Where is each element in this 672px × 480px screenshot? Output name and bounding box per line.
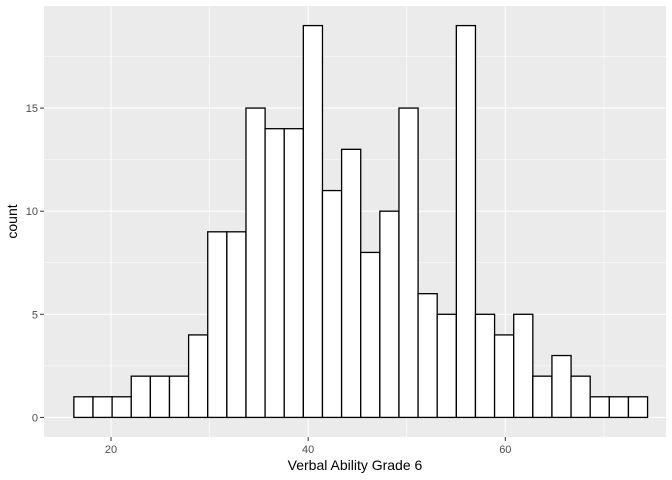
histogram-bar xyxy=(570,375,591,419)
histogram-bar xyxy=(608,396,630,419)
histogram-bar xyxy=(379,210,400,419)
histogram-bar xyxy=(226,231,247,419)
x-axis: 20 40 60 xyxy=(105,437,511,456)
histogram-bar xyxy=(73,396,94,419)
histogram-bar xyxy=(149,375,171,419)
x-axis-title: Verbal Ability Grade 6 xyxy=(288,457,423,473)
y-axis-title: count xyxy=(4,204,20,238)
y-tick-label: 10 xyxy=(26,206,38,218)
histogram-bar xyxy=(245,107,266,419)
histogram-bar xyxy=(493,334,515,419)
histogram-bar xyxy=(321,189,343,419)
histogram-bar xyxy=(627,396,649,419)
histogram-bar xyxy=(92,396,113,419)
histogram-bar xyxy=(532,375,553,419)
histogram-bar xyxy=(398,107,419,419)
histogram-bar xyxy=(455,24,477,419)
y-tick-label: 15 xyxy=(26,103,38,115)
histogram-bar xyxy=(302,24,324,419)
histogram-bar xyxy=(187,334,209,419)
histogram-bar xyxy=(168,375,190,419)
histogram-bar xyxy=(417,293,438,419)
histogram-bar xyxy=(589,396,610,419)
x-tick-label: 40 xyxy=(302,444,314,456)
histogram-bar xyxy=(360,251,381,419)
y-tick-label: 0 xyxy=(32,412,38,424)
histogram-bar xyxy=(340,148,362,419)
y-axis: 0 5 10 15 xyxy=(26,103,44,424)
histogram-bar xyxy=(474,313,496,419)
y-tick-label: 5 xyxy=(32,309,38,321)
x-tick-label: 20 xyxy=(105,444,117,456)
histogram-bar xyxy=(283,128,304,419)
histogram-bar xyxy=(207,231,228,419)
histogram-bars xyxy=(73,24,649,419)
histogram-bar xyxy=(513,313,534,419)
histogram-bar xyxy=(264,128,285,419)
histogram-bar xyxy=(436,313,457,419)
x-tick-label: 60 xyxy=(499,444,511,456)
histogram-bar xyxy=(111,396,132,419)
histogram-bar xyxy=(551,354,572,419)
histogram-bar xyxy=(130,375,152,419)
